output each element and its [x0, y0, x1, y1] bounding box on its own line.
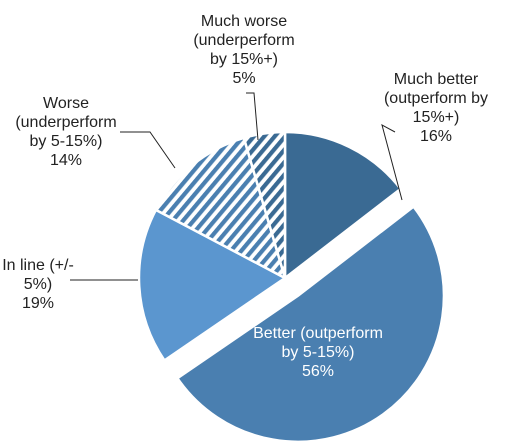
slice-label-line: (outperform by: [384, 90, 488, 107]
slice-label-line: Better (outperform: [253, 325, 383, 342]
leader-lines: [70, 92, 403, 281]
pie-slice-much-worse: [242, 130, 287, 279]
slice-label-line: by 5-15%): [282, 344, 355, 361]
leader-line-much-worse: [246, 92, 259, 141]
slice-label-line: 56%: [302, 363, 334, 380]
slice-label-line: Much worse: [201, 13, 287, 30]
slice-label-line: (underperform: [193, 32, 294, 49]
pie-slice-much-better: [283, 130, 403, 281]
pie-slice-in-line: [137, 208, 288, 363]
slice-label-much-better: Much better (outperform by 15%+) 16%: [384, 71, 488, 145]
pie-slices: [137, 130, 446, 444]
pie-slice-worse: [154, 136, 288, 281]
slice-label-better: Better (outperform by 5-15%) 56%: [253, 325, 383, 380]
leader-line-worse: [120, 131, 176, 169]
leader-line-much-better: [381, 124, 403, 201]
slice-label-worse: Worse (underperform by 5-15%) 14%: [15, 95, 116, 169]
slice-label-line: (underperform: [15, 114, 116, 131]
pie-slice-better: [175, 204, 446, 444]
slice-label-line: by 15%+): [210, 51, 278, 68]
slice-label-line: 15%+): [413, 109, 460, 126]
slice-label-much-worse: Much worse (underperform by 15%+) 5%: [193, 13, 294, 87]
slice-label-line: Much better: [394, 71, 479, 88]
slice-label-line: Worse: [43, 95, 89, 112]
slice-label-in-line: In line (+/- 5%) 19%: [2, 257, 74, 312]
slice-label-line: 16%: [420, 128, 452, 145]
slice-label-line: 19%: [22, 295, 54, 312]
slice-labels: Much better (outperform by 15%+) 16% Better …: [2, 13, 488, 380]
slice-label-line: 5%: [232, 70, 255, 87]
slice-label-line: by 5-15%): [30, 133, 103, 150]
slice-label-line: In line (+/-: [2, 257, 74, 274]
slice-label-line: 14%: [50, 152, 82, 169]
slice-label-line: 5%): [24, 276, 52, 293]
